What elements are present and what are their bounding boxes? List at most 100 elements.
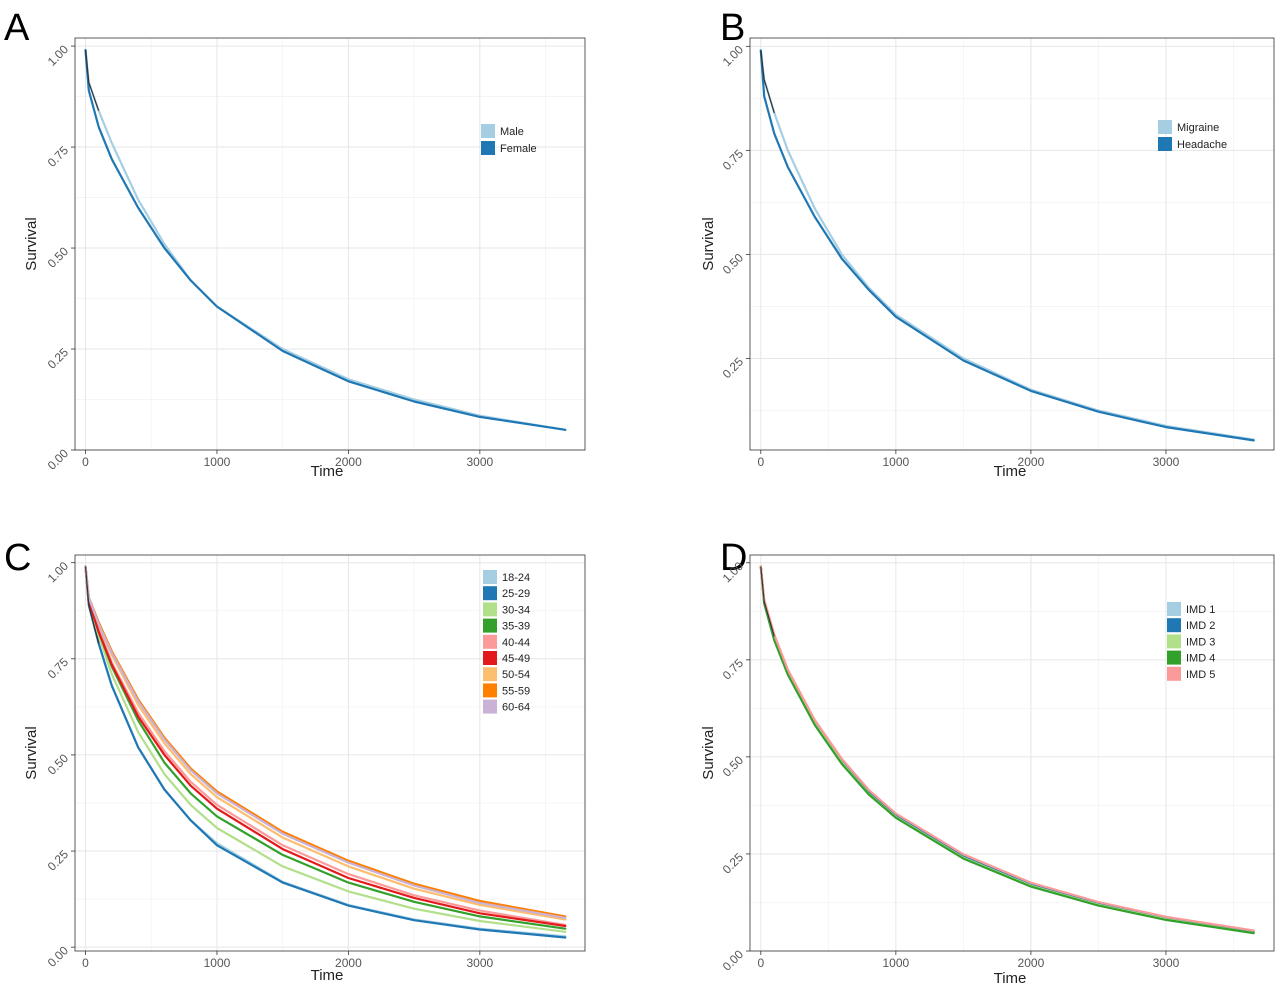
panel-a: A 0 1000 2000 3000 0.00 0.25 0.50 0.75 1.00 Time Su… xyxy=(4,7,586,480)
plot-background xyxy=(75,38,585,450)
legend-label: IMD 2 xyxy=(1186,620,1215,632)
y-tick-label: 0.00 xyxy=(45,446,72,473)
initial-step-line xyxy=(84,566,100,644)
legend-label: IMD 1 xyxy=(1186,604,1215,616)
y-tick-label: 0.75 xyxy=(720,146,747,173)
legend-label: 40-44 xyxy=(502,637,530,649)
series-lines xyxy=(759,565,1255,935)
legend-label: IMD 3 xyxy=(1186,636,1215,648)
legend-key xyxy=(483,602,497,617)
x-axis-title: Time xyxy=(311,967,344,984)
legend-key xyxy=(483,667,497,682)
x-axis-title: Time xyxy=(994,463,1027,480)
y-axis-ticks: 0.000.250.500.751.00 xyxy=(720,559,750,974)
legend: Migraine Headache xyxy=(1158,120,1227,151)
legend-label: 18-24 xyxy=(502,572,530,584)
legend-label: 25-29 xyxy=(502,588,530,600)
panel-letter: D xyxy=(720,537,747,579)
legend-label: Male xyxy=(500,126,524,138)
plot-frame xyxy=(749,37,1275,451)
legend-key xyxy=(1167,602,1181,616)
legend-key xyxy=(483,683,497,698)
legend-key xyxy=(1167,634,1181,649)
y-axis-title: Survival xyxy=(23,726,40,779)
y-tick-label: 0.50 xyxy=(720,753,747,780)
plot-frame xyxy=(74,37,586,451)
plot-frame xyxy=(749,554,1275,952)
y-tick-label: 0.25 xyxy=(720,354,747,381)
x-axis-ticks: 0 1000 2000 3000 xyxy=(82,450,494,469)
y-axis-title: Survival xyxy=(700,726,717,779)
grid xyxy=(750,555,1274,952)
legend-label: 55-59 xyxy=(502,685,530,697)
x-axis-ticks: 0 1000 2000 3000 xyxy=(82,951,494,970)
panel-b: B0 1000 2000 30000.250.500.751.00TimeSurviv… xyxy=(700,7,1275,480)
y-axis-ticks: 0.250.500.751.00 xyxy=(720,42,750,381)
y-tick-label: 0.50 xyxy=(45,751,72,778)
x-tick-label: 1000 xyxy=(204,455,231,469)
y-tick-label: 0.75 xyxy=(720,656,747,683)
panel-letter: C xyxy=(4,537,31,579)
y-tick-label: 0.75 xyxy=(45,655,72,682)
y-axis-ticks: 0.00 0.25 0.50 0.75 1.00 xyxy=(45,42,75,473)
initial-step-line xyxy=(84,50,100,111)
y-tick-label: 0.25 xyxy=(45,345,72,372)
y-axis-title: Survival xyxy=(700,217,717,270)
x-tick-label: 0 xyxy=(82,956,89,970)
legend-key xyxy=(483,570,497,584)
x-tick-label: 0 xyxy=(82,455,89,469)
x-tick-label: 3000 xyxy=(1153,956,1180,970)
y-axis-ticks: 0.00 0.25 0.50 0.75 1.00 xyxy=(45,559,75,970)
x-tick-label: 0 xyxy=(757,455,764,469)
x-axis-ticks: 0 1000 2000 3000 xyxy=(757,450,1180,469)
x-tick-label: 1000 xyxy=(204,956,231,970)
series-lines xyxy=(84,49,567,431)
legend-key xyxy=(1167,666,1181,681)
legend-label: 50-54 xyxy=(502,669,530,681)
y-tick-label: 0.50 xyxy=(45,244,72,271)
legend-key xyxy=(483,634,497,649)
x-tick-label: 3000 xyxy=(466,455,493,469)
y-tick-label: 0.00 xyxy=(720,947,747,974)
series-line-60-64 xyxy=(84,565,567,919)
x-tick-label: 2000 xyxy=(335,455,362,469)
series-line-40-44 xyxy=(84,565,567,926)
x-tick-label: 2000 xyxy=(1018,956,1045,970)
initial-step-line xyxy=(760,50,775,114)
legend-label: IMD 5 xyxy=(1186,669,1215,681)
plot-frame xyxy=(74,554,586,952)
panel-letter: A xyxy=(4,7,30,49)
y-tick-label: 0.75 xyxy=(45,143,72,170)
legend-label: 30-34 xyxy=(502,604,530,616)
y-tick-label: 0.25 xyxy=(45,847,72,874)
legend-key xyxy=(1167,650,1181,665)
series-lines xyxy=(84,565,567,939)
series-lines xyxy=(759,49,1255,442)
legend-key xyxy=(1158,137,1172,151)
x-axis-title: Time xyxy=(311,463,344,480)
x-tick-label: 1000 xyxy=(883,956,910,970)
legend-key xyxy=(483,651,497,665)
legend-label: IMD 4 xyxy=(1186,653,1215,665)
legend-key xyxy=(483,586,497,601)
series-line-headache xyxy=(759,49,1255,442)
legend: Male Female xyxy=(481,124,537,155)
legend-label: Headache xyxy=(1177,139,1227,151)
series-line-imd-4 xyxy=(759,565,1255,935)
y-tick-label: 0.00 xyxy=(45,943,72,970)
series-line-female xyxy=(84,49,567,431)
y-tick-label: 1.00 xyxy=(45,559,72,586)
x-tick-label: 3000 xyxy=(466,956,493,970)
grid xyxy=(750,38,1274,450)
legend: 18-24 25-29 30-34 35-39 40-44 45-49 50-54 55-59… xyxy=(483,570,530,714)
x-tick-label: 3000 xyxy=(1153,455,1180,469)
series-line-30-34 xyxy=(84,565,567,933)
y-tick-label: 1.00 xyxy=(45,42,72,69)
series-line-45-49 xyxy=(84,565,567,928)
x-axis-title: Time xyxy=(994,970,1027,987)
panel-c: C 0 1000 2000 3000 0.00 0.25 0.50 0.75 1.00 Time Su… xyxy=(4,537,586,984)
x-axis-ticks: 0 1000 2000 3000 xyxy=(757,951,1180,970)
y-tick-label: 0.50 xyxy=(720,250,747,277)
legend-label: 60-64 xyxy=(502,702,530,714)
